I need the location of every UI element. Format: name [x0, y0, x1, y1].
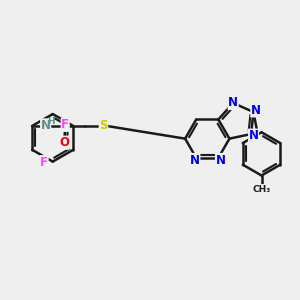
Text: H: H: [47, 117, 54, 126]
Text: S: S: [99, 119, 108, 133]
Text: N: N: [190, 154, 200, 166]
Text: CH₃: CH₃: [252, 184, 271, 194]
Text: N: N: [215, 154, 226, 166]
Text: F: F: [40, 156, 48, 169]
Text: N: N: [40, 119, 51, 132]
Text: N: N: [228, 97, 238, 110]
Text: O: O: [59, 136, 69, 149]
Text: F: F: [61, 118, 69, 131]
Text: N: N: [251, 104, 261, 117]
Text: N: N: [248, 129, 259, 142]
